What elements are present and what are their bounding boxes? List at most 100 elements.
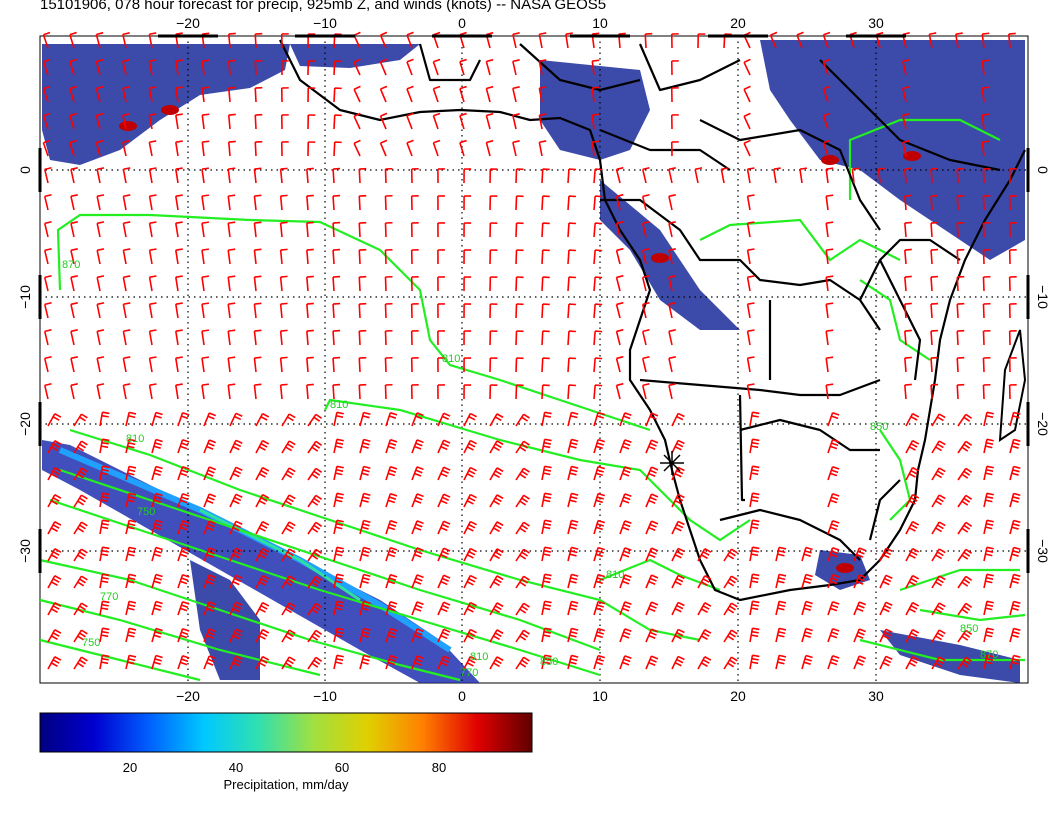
wind-barb <box>957 467 973 481</box>
wind-barb <box>822 58 831 76</box>
wind-barb <box>70 194 78 211</box>
wind-barb <box>254 86 263 103</box>
wind-barbs <box>42 31 1021 670</box>
wind-barb <box>822 139 831 157</box>
contour-label: 810 <box>330 399 348 411</box>
wind-barb <box>70 248 78 265</box>
wind-barb <box>379 85 388 103</box>
wind-barb <box>410 168 419 184</box>
wind-barb <box>541 411 552 427</box>
wind-barb <box>489 656 504 670</box>
wind-barb <box>463 195 472 211</box>
wind-barb <box>567 303 576 319</box>
wind-barb <box>671 601 685 616</box>
wind-barb <box>723 602 738 616</box>
wind-barb <box>515 521 530 535</box>
contour-label: 750 <box>82 637 100 649</box>
wind-barb <box>931 440 946 454</box>
wind-barb <box>851 167 860 184</box>
wind-barb <box>645 628 659 643</box>
wind-barb <box>385 546 398 562</box>
star-marker-icon <box>660 451 684 475</box>
wind-barb <box>122 113 130 130</box>
wind-barb <box>280 87 289 103</box>
wind-barb <box>904 221 912 238</box>
wind-barb <box>279 167 288 184</box>
wind-barb <box>541 276 550 292</box>
wind-barb <box>668 302 676 319</box>
wind-barb <box>201 194 210 211</box>
wind-barb <box>930 194 939 211</box>
wind-barb <box>904 194 912 211</box>
wind-barb <box>749 600 760 616</box>
wind-barb <box>749 654 760 670</box>
wind-barb <box>307 413 323 427</box>
wind-barb <box>359 492 371 508</box>
page-title: 15101906, 078 hour forecast for precip, … <box>40 0 607 13</box>
wind-barb <box>775 546 787 562</box>
precip-hotspot <box>119 121 137 131</box>
wind-barb <box>255 493 270 508</box>
wind-barb <box>177 574 190 589</box>
wind-barb <box>567 357 576 373</box>
lat-tick-left: −20 <box>17 412 33 436</box>
wind-barb <box>95 139 104 157</box>
wind-barb <box>229 547 243 562</box>
wind-barb <box>827 439 840 454</box>
wind-barb <box>746 275 755 292</box>
contour-label: 810 <box>126 433 144 445</box>
wind-barb <box>203 493 217 508</box>
wind-barb <box>489 629 504 643</box>
wind-barb <box>384 248 393 265</box>
lat-tick-right: 0 <box>1035 166 1051 174</box>
wind-barb <box>125 411 137 427</box>
wind-barb <box>541 249 550 265</box>
wind-barb <box>125 492 137 508</box>
wind-barb <box>148 383 157 400</box>
wind-barb <box>151 600 163 616</box>
wind-barb <box>203 655 217 670</box>
wind-barb <box>255 601 270 616</box>
wind-barb <box>822 31 831 49</box>
wind-barb <box>175 302 183 319</box>
wind-barb <box>489 602 504 616</box>
wind-barb <box>982 356 991 373</box>
wind-barb <box>406 58 414 76</box>
wind-barb <box>1009 573 1021 589</box>
wind-barb <box>541 384 550 400</box>
wind-barb <box>670 33 679 49</box>
wind-barb <box>227 302 236 319</box>
wind-barb <box>853 628 867 643</box>
wind-barb <box>645 655 659 670</box>
height-contour <box>39 558 461 682</box>
wind-barb <box>567 465 579 481</box>
wind-barb <box>567 276 576 292</box>
axis-ticks: −20 −20 −10 −10 0 0 10 10 20 20 30 30 0 0 −10 −10 −20 −20… <box>17 15 1051 704</box>
wind-barb <box>931 575 946 589</box>
lon-tick-top: 20 <box>730 15 746 31</box>
wind-barb <box>99 627 110 643</box>
wind-barb <box>931 602 946 616</box>
wind-barb <box>489 357 498 373</box>
wind-barb <box>177 412 190 427</box>
wind-barb <box>827 466 840 481</box>
wind-barb <box>437 574 451 589</box>
wind-barb <box>411 520 424 535</box>
height-contour <box>859 638 1025 662</box>
wind-barb <box>148 302 157 319</box>
wind-barb <box>332 329 341 346</box>
wind-barb <box>983 546 994 562</box>
wind-barb <box>122 275 131 292</box>
wind-barb <box>177 628 190 643</box>
wind-barb <box>593 438 606 454</box>
lat-tick-right: −10 <box>1035 285 1051 309</box>
wind-barb <box>567 249 576 265</box>
wind-barb <box>379 58 388 76</box>
wind-barb <box>904 167 912 184</box>
wind-barb <box>982 194 991 211</box>
wind-barb <box>148 59 157 76</box>
contour-label: 870 <box>980 649 998 661</box>
wind-barb <box>307 548 323 562</box>
wind-barb <box>358 356 367 373</box>
wind-barb <box>227 113 236 130</box>
